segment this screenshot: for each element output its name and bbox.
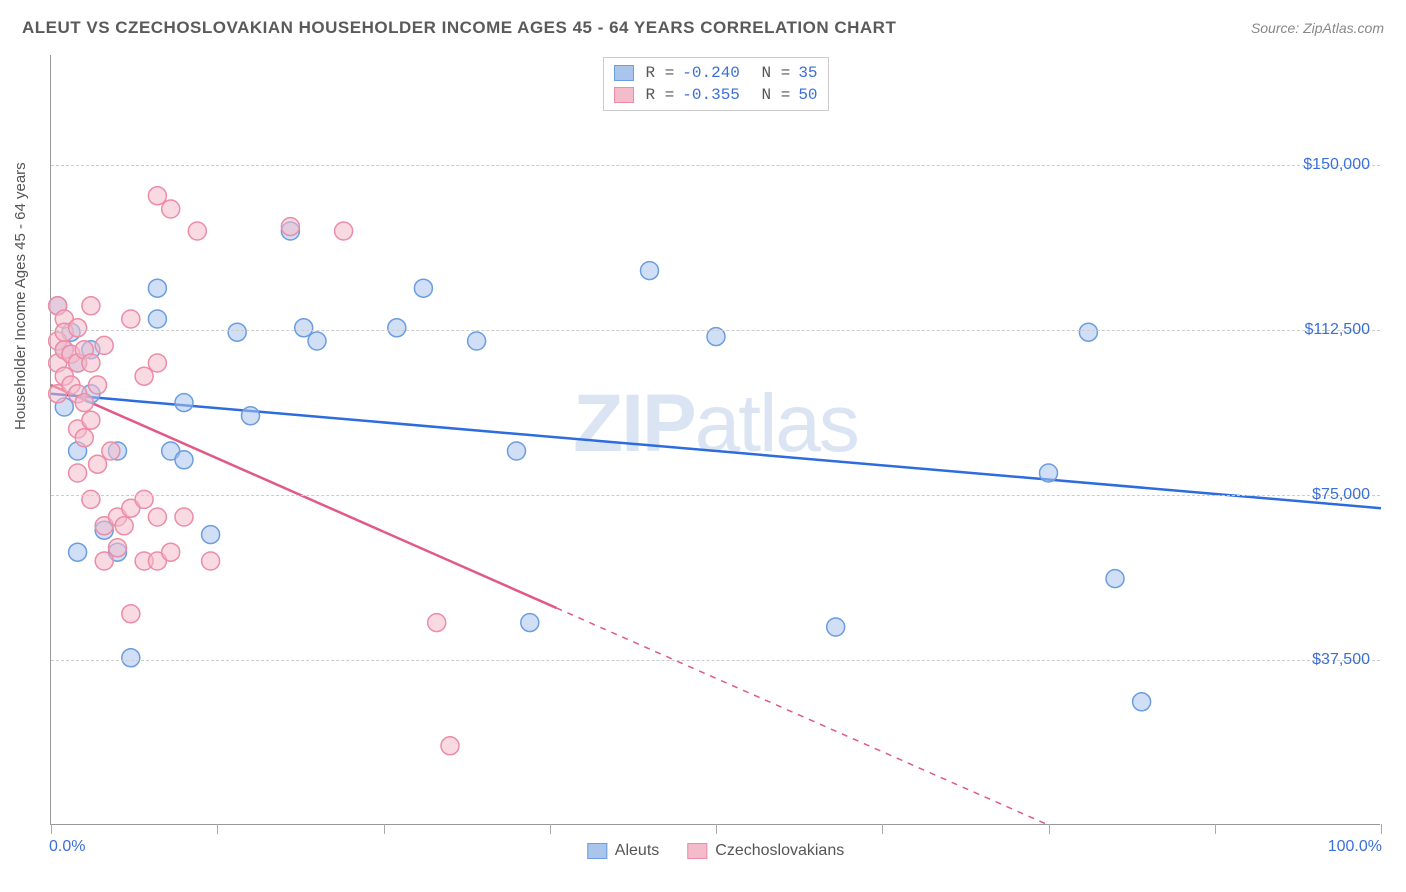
data-point [414,279,432,297]
data-point [148,310,166,328]
data-point [242,407,260,425]
data-point [428,614,446,632]
data-point [441,737,459,755]
data-point [122,649,140,667]
data-point [827,618,845,636]
chart-title: ALEUT VS CZECHOSLOVAKIAN HOUSEHOLDER INC… [22,18,896,38]
data-point [89,376,107,394]
data-point [202,552,220,570]
gridline [51,660,1380,661]
legend-item: Aleuts [587,842,659,860]
regression-line-dashed [556,608,1048,825]
data-point [95,336,113,354]
x-axis-min-label: 0.0% [49,838,85,856]
y-axis-label: Householder Income Ages 45 - 64 years [12,162,29,430]
data-point [641,262,659,280]
data-point [521,614,539,632]
data-point [82,297,100,315]
data-point [162,200,180,218]
data-point [69,543,87,561]
data-point [148,187,166,205]
data-point [295,319,313,337]
x-axis-tick [1049,824,1050,834]
legend-series: Aleuts Czechoslovakians [587,842,844,860]
data-point [82,411,100,429]
chart-header: ALEUT VS CZECHOSLOVAKIAN HOUSEHOLDER INC… [22,18,1384,38]
data-point [175,451,193,469]
data-point [508,442,526,460]
data-point [82,354,100,372]
data-point [75,429,93,447]
x-axis-tick [882,824,883,834]
legend-item-label: Aleuts [615,842,659,860]
data-point [281,218,299,236]
data-point [102,442,120,460]
data-point [1133,693,1151,711]
data-point [202,526,220,544]
regression-line [51,385,556,608]
y-axis-tick-label: $75,000 [1312,486,1370,504]
y-axis-tick-label: $112,500 [1304,321,1370,339]
data-point [148,279,166,297]
chart-source: Source: ZipAtlas.com [1251,20,1384,36]
x-axis-tick [1215,824,1216,834]
data-point [308,332,326,350]
data-point [122,310,140,328]
x-axis-tick [217,824,218,834]
chart-svg [51,55,1380,824]
data-point [335,222,353,240]
x-axis-tick [384,824,385,834]
data-point [75,394,93,412]
legend-swatch-icon [587,843,607,859]
data-point [135,367,153,385]
data-point [122,605,140,623]
legend-swatch-icon [687,843,707,859]
x-axis-max-label: 100.0% [1328,838,1382,856]
legend-item: Czechoslovakians [687,842,844,860]
data-point [1040,464,1058,482]
data-point [135,490,153,508]
data-point [175,508,193,526]
data-point [95,552,113,570]
data-point [175,394,193,412]
data-point [162,543,180,561]
gridline [51,165,1380,166]
x-axis-tick [1381,824,1382,834]
data-point [228,323,246,341]
data-point [1079,323,1097,341]
legend-item-label: Czechoslovakians [715,842,844,860]
x-axis-tick [716,824,717,834]
plot-area: ZIPatlas R = -0.240 N = 35 R = -0.355 N … [50,55,1380,825]
x-axis-tick [51,824,52,834]
data-point [188,222,206,240]
y-axis-tick-label: $37,500 [1312,651,1370,669]
data-point [468,332,486,350]
y-axis-tick-label: $150,000 [1303,156,1370,174]
gridline [51,495,1380,496]
data-point [148,354,166,372]
data-point [82,490,100,508]
data-point [148,508,166,526]
data-point [69,319,87,337]
data-point [89,455,107,473]
data-point [115,517,133,535]
data-point [388,319,406,337]
x-axis-tick [550,824,551,834]
data-point [69,464,87,482]
data-point [1106,570,1124,588]
data-point [109,539,127,557]
gridline [51,330,1380,331]
